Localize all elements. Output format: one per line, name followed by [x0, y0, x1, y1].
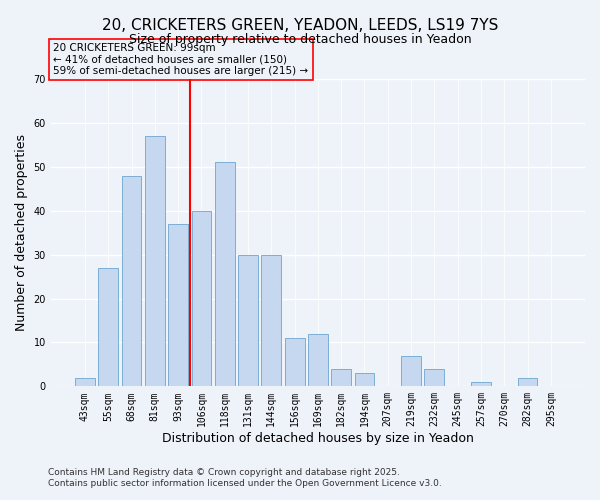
Bar [471, 382, 491, 386]
Bar [191, 210, 211, 386]
Y-axis label: Number of detached properties: Number of detached properties [15, 134, 28, 331]
Text: Size of property relative to detached houses in Yeadon: Size of property relative to detached ho… [128, 32, 472, 46]
Bar [308, 334, 328, 386]
Bar [262, 254, 281, 386]
Text: 20, CRICKETERS GREEN, YEADON, LEEDS, LS19 7YS: 20, CRICKETERS GREEN, YEADON, LEEDS, LS1… [102, 18, 498, 32]
Bar [424, 369, 444, 386]
Text: Contains HM Land Registry data © Crown copyright and database right 2025.
Contai: Contains HM Land Registry data © Crown c… [48, 468, 442, 487]
Bar [145, 136, 165, 386]
Bar [331, 369, 351, 386]
Bar [75, 378, 95, 386]
X-axis label: Distribution of detached houses by size in Yeadon: Distribution of detached houses by size … [162, 432, 474, 445]
Bar [168, 224, 188, 386]
Text: 20 CRICKETERS GREEN: 99sqm
← 41% of detached houses are smaller (150)
59% of sem: 20 CRICKETERS GREEN: 99sqm ← 41% of deta… [53, 42, 308, 76]
Bar [401, 356, 421, 386]
Bar [355, 373, 374, 386]
Bar [285, 338, 305, 386]
Bar [122, 176, 142, 386]
Bar [518, 378, 538, 386]
Bar [98, 268, 118, 386]
Bar [238, 254, 258, 386]
Bar [215, 162, 235, 386]
